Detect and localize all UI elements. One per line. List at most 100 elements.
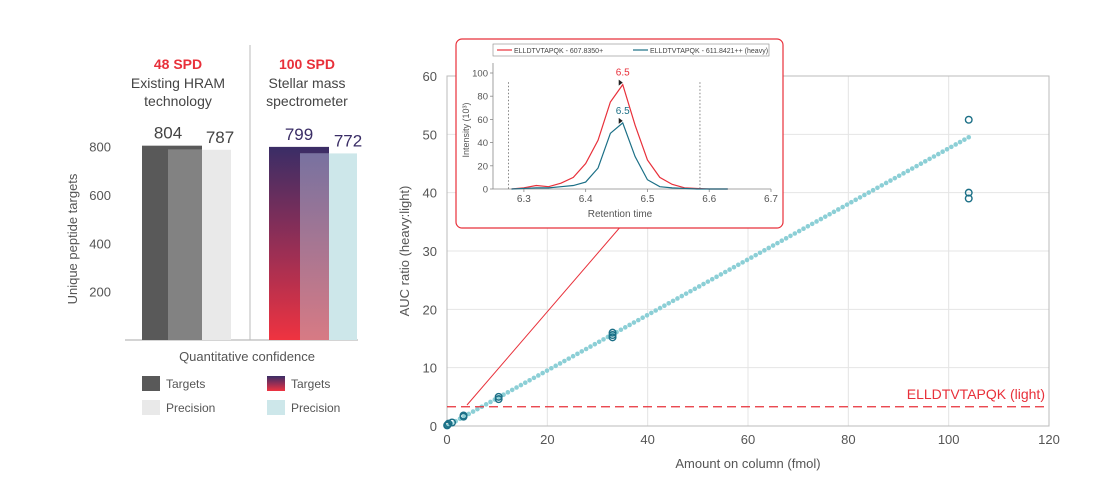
fit-dot [644, 313, 650, 318]
fit-dot [509, 387, 515, 393]
peak-apex-marker [618, 79, 623, 86]
bar-y-tick-label: 200 [89, 285, 111, 300]
fit-dot [527, 377, 532, 383]
bar-y-tick-label: 400 [89, 236, 111, 251]
fit-dot [801, 226, 806, 231]
group-header-stellar: 100 SPD [279, 56, 335, 72]
fit-dot [640, 315, 645, 321]
data-point [964, 194, 973, 203]
bar-value-label: 772 [334, 131, 362, 150]
fit-dot [470, 409, 476, 414]
fit-dot [488, 399, 493, 405]
inset-x-tick-label: 6.7 [764, 194, 778, 205]
y-tick-label: 0 [430, 419, 437, 434]
fit-dot [636, 317, 641, 323]
fit-dot [896, 173, 902, 179]
inset-y-tick-label: 60 [477, 115, 488, 126]
fit-dot [892, 175, 898, 181]
legend-label-existing-precision: Precision [166, 401, 215, 415]
y-tick-label: 10 [423, 361, 437, 376]
fit-dot [836, 207, 841, 212]
fit-dot [927, 156, 932, 162]
fit-dot [849, 199, 854, 205]
x-tick-label: 100 [938, 432, 960, 447]
bar-value-label: 804 [154, 124, 182, 143]
group-label-stellar-1: Stellar mass [268, 75, 345, 91]
legend-swatch-existing-precision [142, 400, 160, 415]
data-point [608, 331, 617, 340]
fit-dot [796, 228, 802, 234]
inset-trace-heavy [511, 121, 728, 190]
fit-dot [653, 308, 658, 313]
inset-y-tick-label: 0 [483, 185, 488, 196]
group-label-existing-1: Existing HRAM [131, 75, 225, 91]
legend-label-stellar-precision: Precision [291, 401, 340, 415]
fit-dot [783, 236, 789, 241]
group-header-existing: 48 SPD [154, 56, 202, 72]
data-point [608, 328, 617, 337]
bar-marks: 804 787 799 772 [142, 124, 362, 340]
inset-box [455, 38, 784, 229]
fit-dot [753, 252, 758, 258]
inset-panel: ELLDTVTAPQK - 607.8350+ ELLDTVTAPQK - 61… [455, 38, 784, 229]
inset-x-tick-label: 6.5 [640, 194, 654, 205]
fit-dot [901, 171, 906, 176]
bar-y-tick-label: 600 [89, 188, 111, 203]
x-tick-label: 20 [540, 432, 554, 447]
fit-dot [701, 281, 706, 287]
bar-value-label: 787 [206, 128, 234, 147]
data-point [608, 333, 617, 342]
fit-dot [592, 341, 598, 347]
bar-x-axis-label: Quantitative confidence [179, 349, 315, 364]
y-tick-label: 30 [423, 244, 437, 259]
inset-legend-label-light: ELLDTVTAPQK - 607.8350+ [514, 48, 603, 55]
inset-x-axis-label: Retention time [588, 209, 653, 220]
x-tick-label: 60 [741, 432, 755, 447]
inset-integration-bounds [508, 82, 701, 189]
fit-dot [570, 353, 576, 359]
fit-dot [827, 211, 832, 217]
fit-dot [727, 267, 732, 272]
fit-dot [666, 300, 672, 306]
fit-dot [831, 209, 837, 215]
bar-y-ticks: 200 400 600 800 [89, 140, 111, 300]
fit-dot [914, 163, 919, 169]
fit-dot [544, 368, 550, 373]
fit-dot [840, 204, 845, 210]
fit-dot [788, 233, 793, 239]
inset-y-tick-label: 20 [477, 161, 488, 172]
fit-dot [601, 337, 606, 342]
inset-ticks: 6.3 6.4 6.5 6.6 6.7 0 20 40 60 80 100 [472, 69, 778, 206]
fit-dot [675, 296, 680, 301]
fit-dot [575, 351, 580, 357]
fit-dot [709, 276, 715, 282]
scatter-points [443, 115, 973, 430]
fit-dot [866, 190, 872, 195]
inset-traces [511, 79, 728, 190]
fit-dot [957, 139, 963, 145]
fit-dot [809, 221, 815, 227]
fit-dot [736, 262, 741, 268]
peak-label-light: 6.5 [616, 68, 630, 79]
fit-dot [740, 260, 745, 265]
fit-dot [762, 248, 767, 253]
fit-dot [918, 161, 924, 167]
fit-dot [714, 274, 719, 280]
fit-dot [588, 344, 593, 349]
fit-dot [749, 255, 754, 260]
bar-panel: Unique peptide targets 200 400 600 800 48 S… [65, 45, 362, 415]
fit-dot [879, 183, 885, 188]
fit-dot [662, 303, 667, 308]
y-tick-label: 50 [423, 127, 437, 142]
fit-dot [627, 322, 632, 328]
fit-dot [857, 195, 863, 200]
lloq-label: ELLDTVTAPQK (light) [907, 386, 1045, 402]
inset-y-axis-label: Intensity (10³) [461, 102, 471, 157]
fit-dot [731, 264, 737, 270]
fit-dot [549, 365, 554, 371]
scatter-ticks: 0 20 40 60 80 100 120 0 10 20 30 40 50 60 [423, 69, 1060, 447]
fit-dot [531, 375, 537, 381]
fit-dot [853, 197, 858, 203]
fit-dot [775, 240, 780, 246]
inset-y-tick-label: 100 [472, 69, 488, 80]
